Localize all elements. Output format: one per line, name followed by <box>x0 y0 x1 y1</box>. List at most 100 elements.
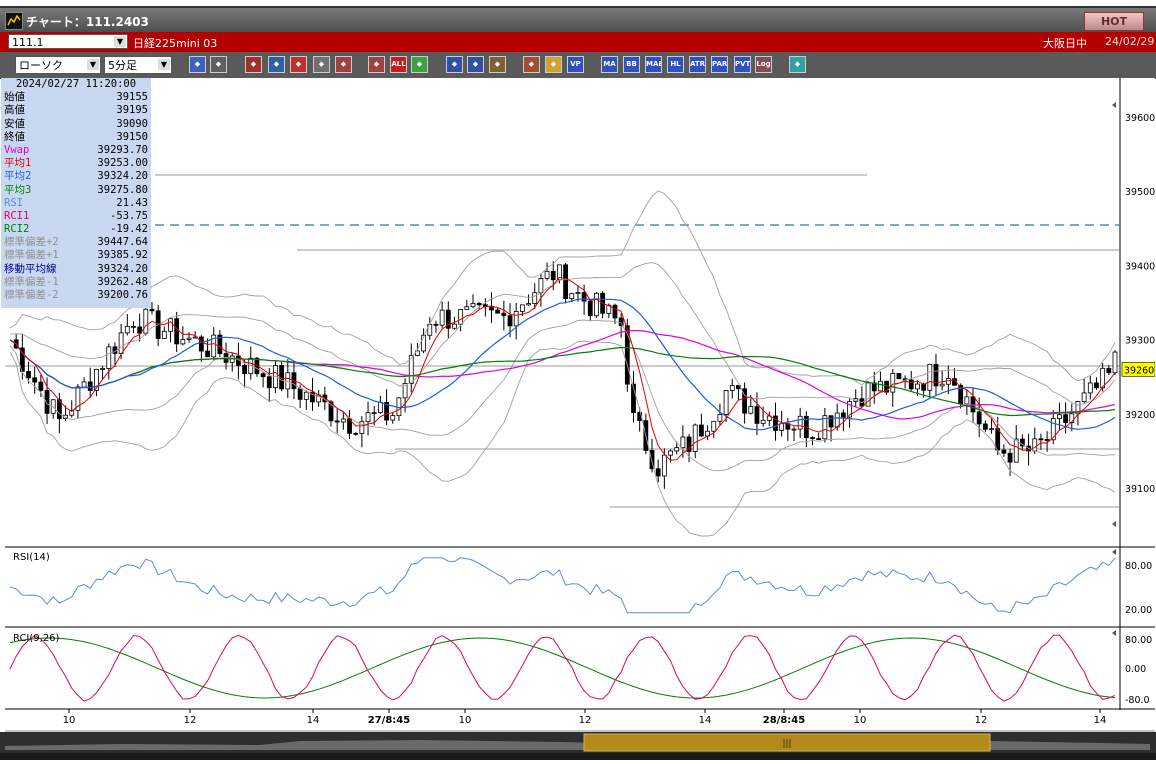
candle-body <box>754 406 760 424</box>
bollinger-band <box>9 319 1116 472</box>
candle-body <box>1032 438 1038 452</box>
candle-body <box>624 325 630 385</box>
axis-arrow-icon <box>1112 102 1116 108</box>
current-price-label: 39260 <box>1124 365 1154 376</box>
candle-body <box>32 377 38 383</box>
gear-button[interactable]: ◆ <box>489 56 506 73</box>
wrench-button[interactable]: ◆ <box>523 56 540 73</box>
time-axis-label: 12 <box>579 715 592 726</box>
bb-button[interactable]: BB <box>623 56 640 73</box>
info-value: 39385.92 <box>97 249 148 262</box>
arrow-button[interactable]: ◆ <box>446 56 463 73</box>
candle-b-button[interactable]: ◆ <box>368 56 385 73</box>
current-date: 24/02/29 <box>1105 35 1155 48</box>
candle-body <box>69 409 75 416</box>
buy-sell-button[interactable]: ◆ <box>245 56 262 73</box>
arrow2-button[interactable]: ◆ <box>467 56 484 73</box>
info-row: RSI 21.43 <box>1 197 151 210</box>
candle-body <box>464 306 470 310</box>
candle-body <box>390 415 396 421</box>
info-label: 標準偏差-1 <box>4 275 59 288</box>
hl-button[interactable]: HL <box>667 56 684 73</box>
chevron-down-icon[interactable]: ▼ <box>158 59 170 70</box>
rci-tick-label: -80.0 <box>1125 695 1150 706</box>
info-row: 始値 39155 <box>1 91 151 104</box>
price-chart[interactable]: 39600 39500 39400 39300 39200 39100 39260 RSI(1… <box>5 78 1156 732</box>
info-value: 39195 <box>116 104 148 117</box>
para-button[interactable]: PARA <box>711 56 728 73</box>
candle-body <box>748 406 754 414</box>
candle-body <box>569 293 575 299</box>
candle-body <box>217 334 223 354</box>
interval-select[interactable]: 5分足 ▼ <box>104 56 172 74</box>
candle-body <box>445 309 451 329</box>
candle-body <box>760 419 766 424</box>
candle-body <box>698 424 704 437</box>
info-value: -19.42 <box>110 223 148 236</box>
chart-area[interactable]: 39600 39500 39400 39300 39200 39100 39260 RSI(1… <box>5 78 1156 732</box>
candle-body <box>1081 392 1087 402</box>
atr-button[interactable]: ATR <box>689 56 706 73</box>
candle-body <box>816 438 822 440</box>
trend-button[interactable]: ◆ <box>268 56 285 73</box>
rsi-tick-label: 20.00 <box>1125 605 1152 616</box>
candle-body <box>674 447 680 452</box>
zoom-button[interactable]: ◆ <box>189 56 206 73</box>
draw-icon: ◆ <box>416 60 423 68</box>
candle-body <box>612 304 618 319</box>
all-button[interactable]: ALL <box>390 56 407 73</box>
candle-body <box>810 437 815 439</box>
candle-body <box>1057 414 1062 419</box>
info-row: 標準偏差-2 39200.76 <box>1 289 151 302</box>
candle-body <box>575 292 581 295</box>
info-value: 39293.70 <box>97 143 148 156</box>
info-value: 21.43 <box>116 196 148 209</box>
color-button[interactable]: ◆ <box>545 56 562 73</box>
price-tick-label: 39300 <box>1125 336 1155 347</box>
time-axis-label: 10 <box>854 715 867 726</box>
candle-body <box>989 428 994 431</box>
candle-body <box>686 436 692 452</box>
candle-body <box>94 368 99 391</box>
candle-body <box>908 379 914 390</box>
candle-body <box>56 399 62 419</box>
chevron-down-icon[interactable]: ▼ <box>114 36 126 47</box>
symbol-code-value: 111.1 <box>12 36 44 49</box>
hot-button[interactable]: HOT <box>1084 12 1144 31</box>
symbol-code-select[interactable]: 111.1 ▼ <box>8 34 128 49</box>
candle-body <box>340 418 346 423</box>
candle-body <box>365 412 371 423</box>
draw-button[interactable]: ◆ <box>411 56 428 73</box>
candle-body <box>131 325 136 328</box>
cursor-button[interactable]: ◆ <box>210 56 227 73</box>
info-label: RSI <box>4 196 23 209</box>
toolbar: ローソク ▼ 5分足 ▼ ◆ ◆ ◆ ◆ ◆ ◆ ◆ ◆ ALL ◆ ◆ ◆ ◆ ◆ ◆ VP MA BB MAE H… <box>0 52 1156 79</box>
info-value: 39324.20 <box>97 170 148 183</box>
candle-body <box>927 363 933 391</box>
scroller-thumb <box>583 733 991 752</box>
pvt-button[interactable]: PVT <box>734 56 751 73</box>
fill-button[interactable]: ◆ <box>290 56 307 73</box>
ma-button[interactable]: MA <box>601 56 618 73</box>
axis-arrow-icon <box>1112 521 1116 527</box>
mae-button[interactable]: MAE <box>645 56 662 73</box>
window-title: チャート：111.2403 <box>26 15 149 29</box>
candle-body <box>933 363 939 387</box>
candle-body <box>377 402 383 414</box>
time-scroller[interactable]: ||| <box>0 732 1156 760</box>
chevron-down-icon[interactable]: ▼ <box>87 59 99 70</box>
exit-button[interactable]: ◆ <box>789 56 806 73</box>
ind-button[interactable]: ◆ <box>313 56 330 73</box>
info-panel: 2024/02/27 11:20:00 始値 39155 高値 39195 安値 3909… <box>1 78 151 308</box>
candle-body <box>717 414 723 422</box>
candle-body <box>1050 418 1056 441</box>
candle-body <box>544 270 550 279</box>
price-tick-label: 39600 <box>1125 113 1155 124</box>
chart-type-select[interactable]: ローソク ▼ <box>15 56 101 74</box>
candle-a-button[interactable]: ◆ <box>335 56 352 73</box>
log-button[interactable]: Log <box>755 56 772 73</box>
candle-body <box>668 450 673 456</box>
info-label: 終値 <box>4 130 25 143</box>
vp-button[interactable]: VP <box>567 56 584 73</box>
candle-body <box>303 391 309 400</box>
